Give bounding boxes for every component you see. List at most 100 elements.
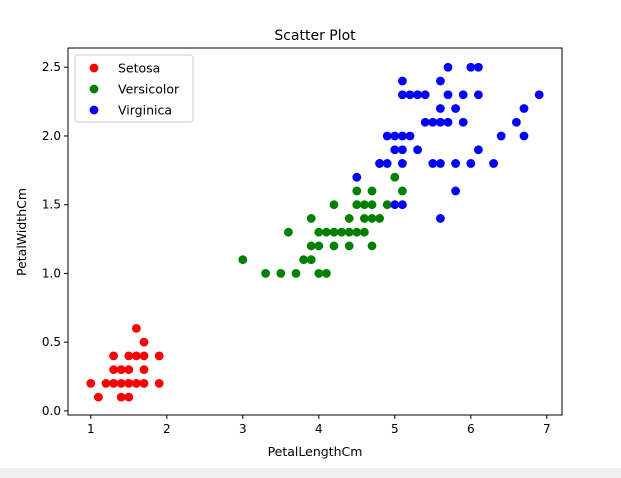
data-point [344, 241, 354, 251]
data-point [344, 214, 354, 223]
data-point [284, 227, 293, 237]
data-point [443, 117, 453, 127]
data-point [519, 104, 529, 113]
data-point [139, 378, 149, 388]
data-point [443, 62, 453, 72]
x-tick-label: 3 [239, 422, 247, 436]
data-point [436, 104, 445, 113]
y-tick-label: 2.0 [42, 129, 61, 143]
data-point [398, 131, 407, 141]
data-point [116, 392, 126, 402]
x-tick-label: 4 [315, 422, 323, 436]
data-point [109, 365, 118, 375]
plot-area-frame [67, 47, 563, 416]
data-point [398, 200, 407, 210]
data-point [458, 117, 468, 127]
data-point [428, 117, 438, 127]
legend: Setosa Versicolor Virginica [74, 54, 194, 123]
data-point [124, 365, 134, 375]
data-point [352, 186, 362, 196]
data-point [367, 200, 377, 210]
data-point [367, 241, 377, 251]
data-point [398, 145, 407, 155]
legend-marker-setosa [89, 63, 99, 73]
data-point [451, 159, 460, 168]
x-tick-label: 2 [163, 422, 171, 436]
data-point [132, 351, 141, 361]
data-point [314, 227, 324, 237]
data-point [458, 90, 468, 100]
chart-title: Scatter Plot [274, 28, 356, 44]
data-point [519, 131, 529, 141]
data-point [139, 351, 149, 361]
data-point [367, 186, 377, 196]
data-point [390, 200, 400, 210]
data-point [398, 90, 407, 100]
data-point [390, 172, 400, 182]
data-point [466, 62, 476, 72]
data-point [314, 241, 324, 251]
data-point [139, 365, 149, 375]
data-point [420, 117, 430, 127]
data-point [322, 269, 331, 278]
data-point [382, 159, 392, 168]
data-point [86, 378, 96, 388]
data-point [405, 131, 415, 141]
data-point [534, 90, 544, 100]
data-point [413, 145, 422, 155]
data-point [352, 227, 362, 237]
data-point [329, 227, 339, 237]
data-point [314, 269, 324, 278]
data-point [398, 186, 407, 196]
data-point [109, 351, 118, 361]
data-point [428, 159, 438, 168]
y-tick-label: 0.0 [42, 404, 61, 418]
data-point [413, 90, 422, 100]
series-versicolor [238, 159, 407, 278]
axis-ticks: 1 2 3 4 5 6 7 0.0 0.5 1.0 1.5 2.0 2.5 [42, 60, 551, 436]
data-point [474, 62, 483, 72]
data-point [390, 131, 400, 141]
data-point [398, 159, 407, 168]
data-point [443, 90, 453, 100]
x-tick-label: 6 [467, 422, 475, 436]
data-point [474, 90, 483, 100]
x-tick-label: 5 [391, 422, 399, 436]
y-tick-label: 1.5 [42, 198, 61, 212]
data-point [124, 351, 134, 361]
data-point [496, 131, 506, 141]
legend-marker-virginica [89, 105, 99, 115]
data-point [132, 378, 141, 388]
x-tick-label: 7 [543, 422, 551, 436]
data-point [451, 104, 460, 113]
data-point [360, 227, 369, 237]
data-point [375, 159, 384, 168]
y-tick-label: 0.5 [42, 335, 61, 349]
data-point [261, 269, 270, 278]
data-point [306, 214, 316, 223]
data-points [86, 62, 544, 402]
data-point [94, 392, 103, 402]
data-point [367, 214, 377, 223]
x-tick-label: 1 [87, 422, 95, 436]
window-bottom-strip [0, 468, 621, 478]
data-point [420, 90, 430, 100]
data-point [352, 172, 362, 182]
data-point [101, 378, 111, 388]
data-point [116, 378, 126, 388]
data-point [238, 255, 248, 265]
data-point [116, 365, 126, 375]
data-point [390, 145, 400, 155]
data-point [398, 76, 407, 86]
legend-label-virginica: Virginica [118, 103, 172, 118]
data-point [291, 269, 301, 278]
data-point [124, 392, 134, 402]
data-point [375, 214, 384, 223]
data-point [329, 200, 339, 210]
data-point [352, 200, 362, 210]
data-point [512, 117, 521, 127]
data-point [139, 337, 149, 347]
data-point [344, 227, 354, 237]
data-point [360, 214, 369, 223]
